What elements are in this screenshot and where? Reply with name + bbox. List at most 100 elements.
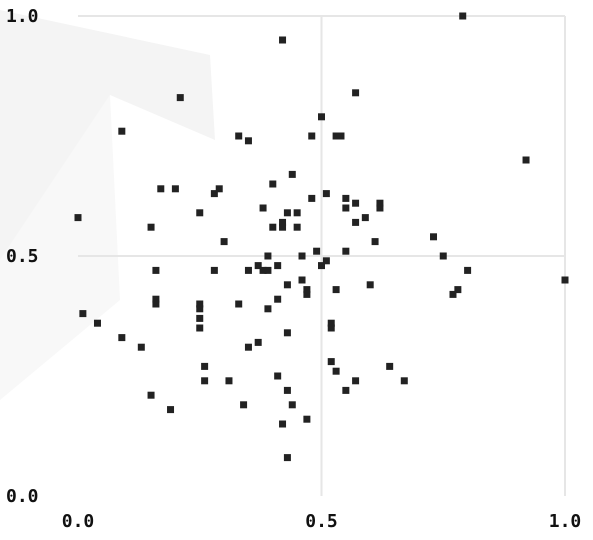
data-point [171, 185, 179, 193]
data-point [322, 257, 330, 265]
data-point [303, 415, 311, 423]
data-point [439, 252, 447, 260]
data-point [196, 300, 204, 308]
data-point [337, 132, 345, 140]
data-point [386, 362, 394, 370]
data-point [269, 223, 277, 231]
data-point [371, 238, 379, 246]
data-point [298, 252, 306, 260]
data-point [400, 377, 408, 385]
data-point [342, 247, 350, 255]
data-point [93, 319, 101, 327]
data-point [264, 305, 272, 313]
data-point [215, 185, 223, 193]
data-point [259, 204, 267, 212]
data-point [264, 266, 272, 274]
data-point [352, 218, 360, 226]
y-tick-label: 1.0 [6, 6, 39, 27]
data-point [157, 185, 165, 193]
data-point [264, 252, 272, 260]
data-point [366, 281, 374, 289]
data-point [342, 386, 350, 394]
data-point [254, 338, 262, 346]
data-point [279, 218, 287, 226]
data-point [283, 454, 291, 462]
data-point [274, 295, 282, 303]
data-point [152, 300, 160, 308]
data-point [147, 391, 155, 399]
data-point [240, 401, 248, 409]
data-point [235, 132, 243, 140]
data-point [332, 132, 340, 140]
data-point [167, 406, 175, 414]
data-point [342, 194, 350, 202]
data-point [152, 295, 160, 303]
x-tick-label: 0.0 [62, 511, 95, 532]
data-point [376, 204, 384, 212]
background-panel-upper [0, 10, 215, 260]
data-point [210, 190, 218, 198]
data-point [352, 89, 360, 97]
data-point [279, 36, 287, 44]
data-point [118, 334, 126, 342]
data-point [196, 209, 204, 217]
data-point [225, 377, 233, 385]
data-point [327, 324, 335, 332]
data-point [259, 266, 267, 274]
data-point [283, 329, 291, 337]
data-point [318, 262, 325, 270]
data-point [220, 238, 228, 246]
data-point [269, 180, 277, 188]
data-point [561, 276, 569, 284]
data-point [137, 343, 145, 351]
x-tick-label: 0.5 [305, 511, 338, 532]
x-tick-label: 1.0 [549, 511, 582, 532]
data-point [74, 214, 82, 222]
data-point [293, 209, 301, 217]
data-point [201, 377, 209, 385]
data-point [152, 266, 160, 274]
data-point [318, 113, 325, 121]
data-point [274, 372, 282, 380]
data-point [322, 190, 330, 198]
data-point [196, 314, 204, 322]
background-panel-left [0, 95, 120, 400]
data-point [254, 262, 262, 270]
data-point [235, 300, 243, 308]
data-point [176, 94, 184, 102]
data-point [361, 214, 369, 222]
data-point [459, 12, 467, 20]
grid-lines [78, 15, 566, 496]
data-point [303, 286, 311, 294]
data-point [308, 132, 316, 140]
data-points [74, 12, 569, 462]
data-point [210, 266, 218, 274]
data-point [283, 386, 291, 394]
y-tick-label: 0.0 [6, 486, 39, 507]
data-point [449, 290, 457, 298]
tick-labels: 0.0 0.5 1.0 0.0 0.5 1.0 [6, 6, 581, 532]
data-point [288, 401, 296, 409]
data-point [244, 266, 252, 274]
data-point [327, 319, 335, 327]
data-point [244, 343, 252, 351]
data-point [430, 233, 438, 241]
data-point [118, 127, 126, 135]
data-point [196, 324, 204, 332]
data-point [376, 199, 384, 207]
data-point [288, 170, 296, 178]
data-point [313, 247, 321, 255]
data-point [274, 262, 282, 270]
data-point [308, 194, 316, 202]
data-point [293, 223, 301, 231]
data-point [201, 362, 209, 370]
data-point [454, 286, 462, 294]
data-point [303, 290, 311, 298]
data-point [244, 137, 252, 145]
data-point [147, 223, 155, 231]
data-point [522, 156, 530, 164]
data-point [279, 223, 287, 231]
data-point [283, 209, 291, 217]
data-point [352, 199, 360, 207]
